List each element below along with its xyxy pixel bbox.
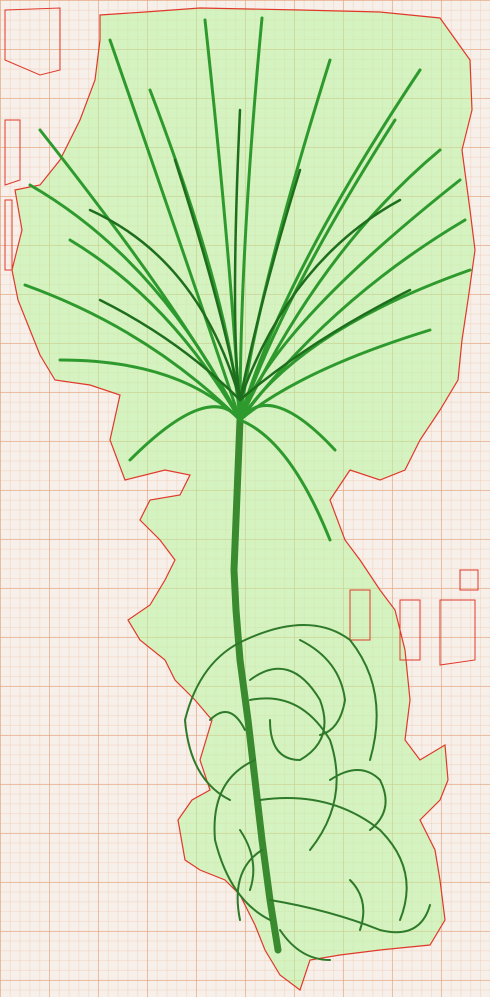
- mask-fragments: [4, 7, 479, 666]
- seedling-stem: [230, 416, 282, 954]
- needle-crown-dark: [88, 108, 412, 402]
- segmentation-mask: [11, 7, 476, 991]
- needle-crown: [23, 16, 472, 542]
- root-mass: [183, 624, 431, 961]
